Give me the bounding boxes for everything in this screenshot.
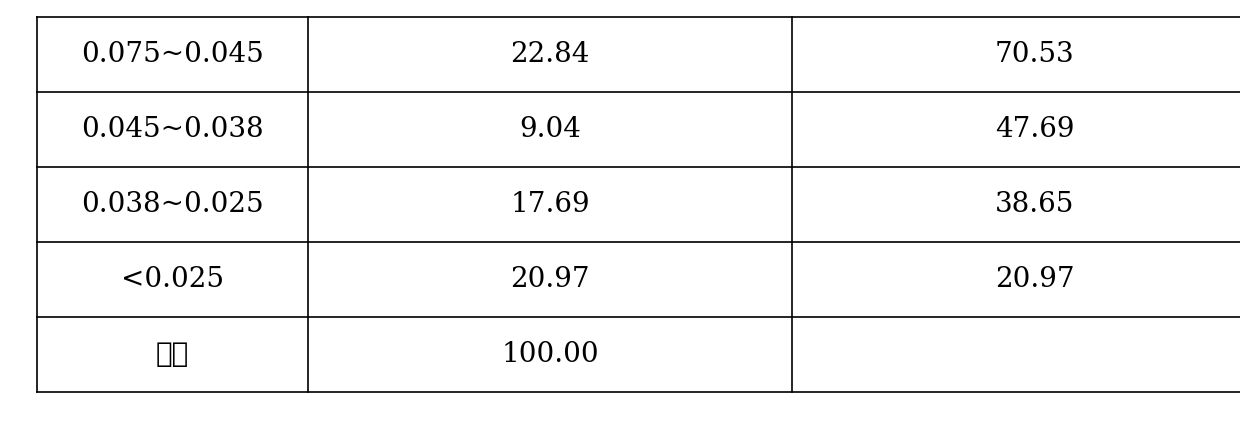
- Text: 70.53: 70.53: [994, 41, 1075, 68]
- Text: 47.69: 47.69: [994, 116, 1075, 143]
- Text: 0.045~0.038: 0.045~0.038: [81, 116, 264, 143]
- Text: 100.00: 100.00: [501, 341, 599, 368]
- Text: 17.69: 17.69: [510, 191, 590, 218]
- Text: 9.04: 9.04: [520, 116, 580, 143]
- Text: 0.038~0.025: 0.038~0.025: [81, 191, 264, 218]
- Text: 0.075~0.045: 0.075~0.045: [81, 41, 264, 68]
- Text: 38.65: 38.65: [994, 191, 1075, 218]
- Text: 20.97: 20.97: [510, 266, 590, 293]
- Text: <0.025: <0.025: [120, 266, 224, 293]
- Text: 合计: 合计: [156, 341, 188, 368]
- Text: 20.97: 20.97: [994, 266, 1075, 293]
- Text: 22.84: 22.84: [510, 41, 590, 68]
